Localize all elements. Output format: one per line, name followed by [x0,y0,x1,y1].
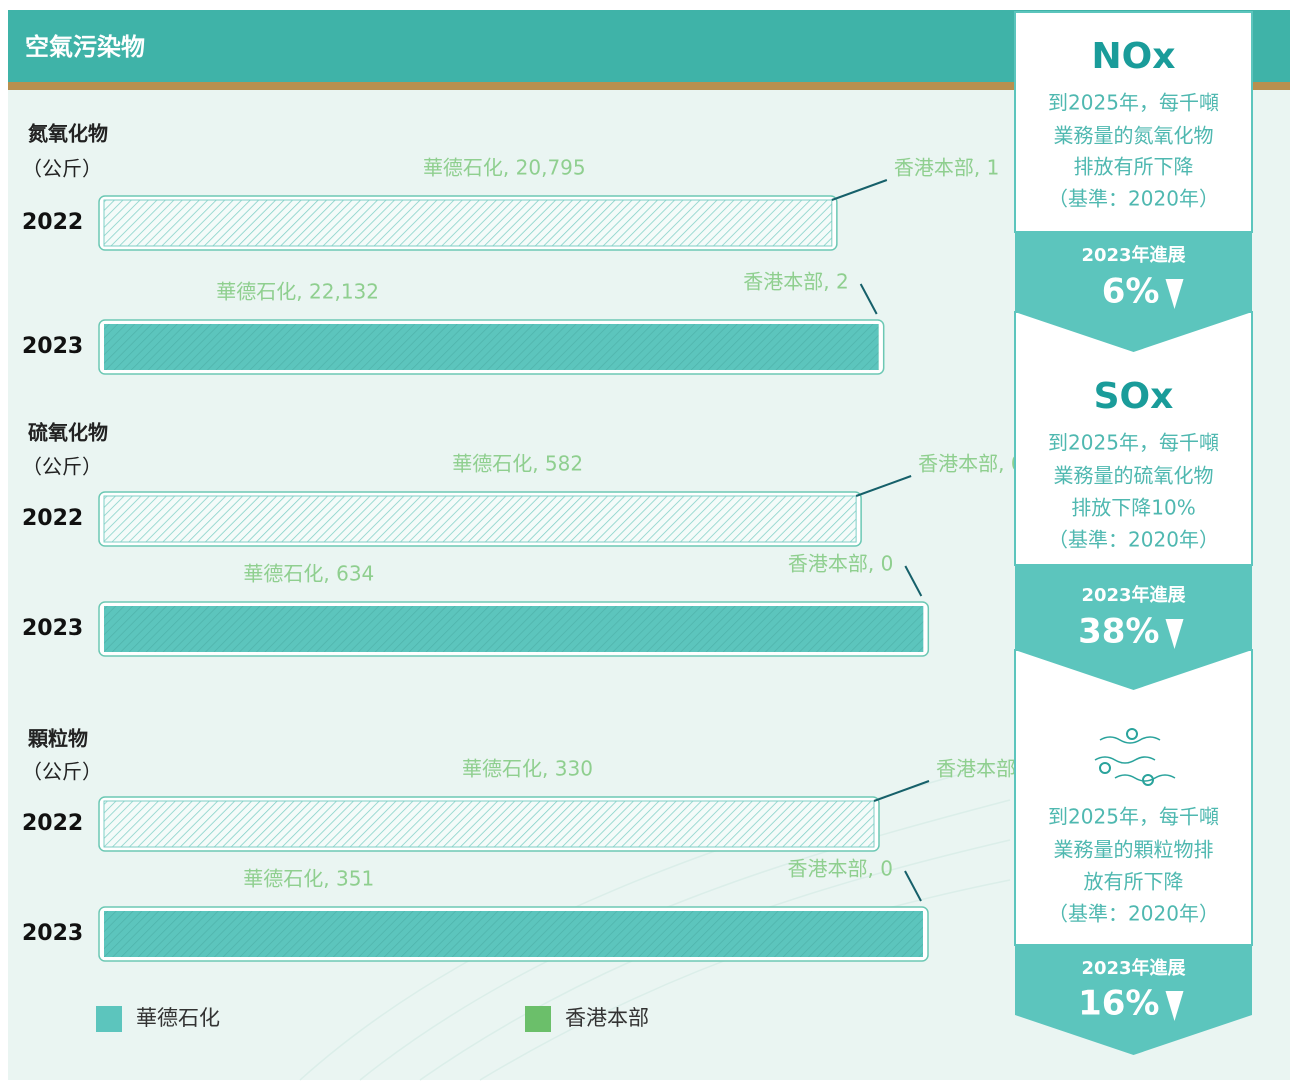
unit-label: （公斤） [22,455,102,479]
icon-wave [1099,736,1161,744]
target-box [1014,649,1253,946]
bar-segment [103,800,875,848]
icon-dot [1126,728,1138,740]
target-text: 排放下降10% [1071,496,1195,520]
value-label: 華德石化, 582 [452,452,583,476]
header-rule [8,82,1290,90]
unit-label: （公斤） [22,760,102,784]
icon-wave [1094,756,1156,764]
legend-swatch [96,1006,122,1032]
header-title: 空氣污染物 [25,33,145,61]
legend-label: 華德石化 [136,1006,220,1030]
value-label: 華德石化, 330 [462,757,593,781]
chart-title: 硫氧化物 [28,421,108,445]
down-icon [1165,991,1184,1021]
progress-label: 2023年進展 [1081,584,1186,606]
bar-segment [103,495,857,543]
leader-line [855,475,912,497]
progress-arrow [1015,945,1252,1055]
icon-dot [1099,762,1111,774]
leader-line [831,179,888,201]
value-label: 香港本部, 0 [788,857,893,881]
value-label: 華德石化, 634 [243,562,374,586]
bar-segment [104,911,923,957]
progress-label: 2023年進展 [1081,957,1186,979]
target-box [1014,311,1253,566]
progress-value: 38% [1078,612,1159,652]
target-text: 業務量的顆粒物排 [1054,838,1214,862]
chart-title: 顆粒物 [28,727,88,751]
progress-value: 16% [1078,984,1159,1024]
icon-wave [1114,774,1176,782]
legend-swatch [525,1006,551,1032]
leader-line [859,283,878,315]
leader-line [904,870,922,902]
target-text: 到2025年，每千噸 [1048,805,1219,829]
value-label: 香港本部, 0 [918,452,1023,476]
bar-segment [104,606,924,652]
bar-segment [104,324,879,370]
target-heading: NOx [1092,36,1176,77]
unit-label: （公斤） [22,157,102,181]
target-heading: SOx [1094,376,1174,417]
icon-dot [1142,774,1154,786]
value-label: 香港本部, 0 [788,552,893,576]
progress-arrow [1015,232,1252,352]
chart-title: 氮氧化物 [28,122,108,146]
category-label: 2022 [22,506,83,531]
leader-line [873,780,930,802]
value-label: 華德石化, 20,795 [423,156,586,180]
category-label: 2023 [22,921,83,946]
target-text: 到2025年，每千噸 [1048,91,1219,115]
leader-line [904,565,923,597]
legend-label: 香港本部 [565,1006,649,1030]
target-text: 到2025年，每千噸 [1048,431,1219,455]
target-text: 業務量的硫氧化物 [1054,464,1214,488]
category-label: 2022 [22,210,83,235]
category-label: 2023 [22,334,83,359]
progress-value: 6% [1102,272,1160,312]
bar-segment [103,199,833,247]
progress-label: 2023年進展 [1081,244,1186,266]
value-label: 香港本部, 1 [894,156,999,180]
target-box [1014,11,1253,233]
down-icon [1165,279,1184,309]
value-label: 香港本部, 2 [743,270,848,294]
category-label: 2023 [22,616,83,641]
target-text: 業務量的氮氧化物 [1054,124,1214,148]
target-text: 排放有所下降 [1074,155,1194,179]
target-text: （基準：2020年） [1048,528,1219,552]
target-text: （基準：2020年） [1048,902,1219,926]
value-label: 華德石化, 351 [243,867,374,891]
target-text: （基準：2020年） [1048,187,1219,211]
target-text: 放有所下降 [1084,870,1184,894]
category-label: 2022 [22,811,83,836]
value-label: 華德石化, 22,132 [216,280,379,304]
down-icon [1165,619,1184,649]
particle-icon [1094,736,1176,782]
progress-arrow [1015,565,1252,690]
